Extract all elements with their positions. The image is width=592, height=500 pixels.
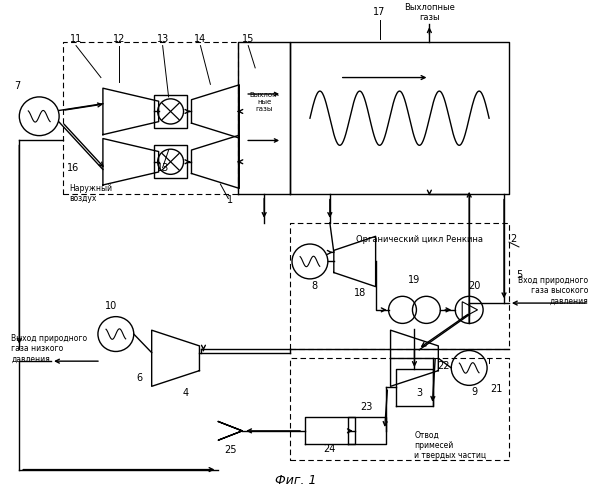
Text: 18: 18 [353, 288, 366, 298]
Text: 17: 17 [374, 6, 386, 16]
Text: Выхлопные
газы: Выхлопные газы [404, 3, 455, 22]
Text: 19: 19 [408, 275, 420, 285]
Text: Выход природного
газа низкого
давления: Выход природного газа низкого давления [11, 334, 88, 364]
Bar [154, 146, 188, 178]
Text: 11: 11 [70, 34, 82, 43]
Text: 13: 13 [156, 34, 169, 43]
Text: 12: 12 [112, 34, 125, 43]
Text: 23: 23 [361, 402, 373, 411]
Text: 8: 8 [312, 280, 318, 290]
Text: Вход природного
газа высокого
давления: Вход природного газа высокого давления [519, 276, 588, 306]
Text: 20: 20 [468, 280, 480, 290]
Text: 6: 6 [137, 374, 143, 384]
Text: Органический цикл Ренкина: Органический цикл Ренкина [356, 234, 483, 244]
Text: Фиг. 1: Фиг. 1 [275, 474, 317, 487]
Text: 10: 10 [105, 301, 117, 311]
Text: 22: 22 [437, 361, 450, 371]
Text: 4: 4 [182, 388, 189, 398]
Text: Отвод
примесей
и твердых частиц: Отвод примесей и твердых частиц [414, 430, 487, 460]
Text: Наружный
воздух: Наружный воздух [69, 184, 112, 204]
Text: 21: 21 [490, 384, 502, 394]
Bar [154, 95, 188, 128]
Text: Выхлоп-
ные
газы: Выхлоп- ные газы [249, 92, 279, 112]
Text: 15: 15 [242, 34, 255, 43]
Text: 14: 14 [194, 34, 207, 43]
Text: 16: 16 [67, 164, 79, 173]
Text: 24: 24 [324, 444, 336, 454]
Text: 25: 25 [224, 444, 237, 454]
Text: 2: 2 [510, 234, 516, 244]
Text: 9: 9 [471, 387, 477, 397]
Text: 5: 5 [516, 270, 522, 280]
Text: 1: 1 [227, 196, 233, 205]
Text: 13: 13 [156, 164, 169, 173]
Text: 7: 7 [14, 81, 21, 91]
Text: 3: 3 [416, 388, 423, 398]
